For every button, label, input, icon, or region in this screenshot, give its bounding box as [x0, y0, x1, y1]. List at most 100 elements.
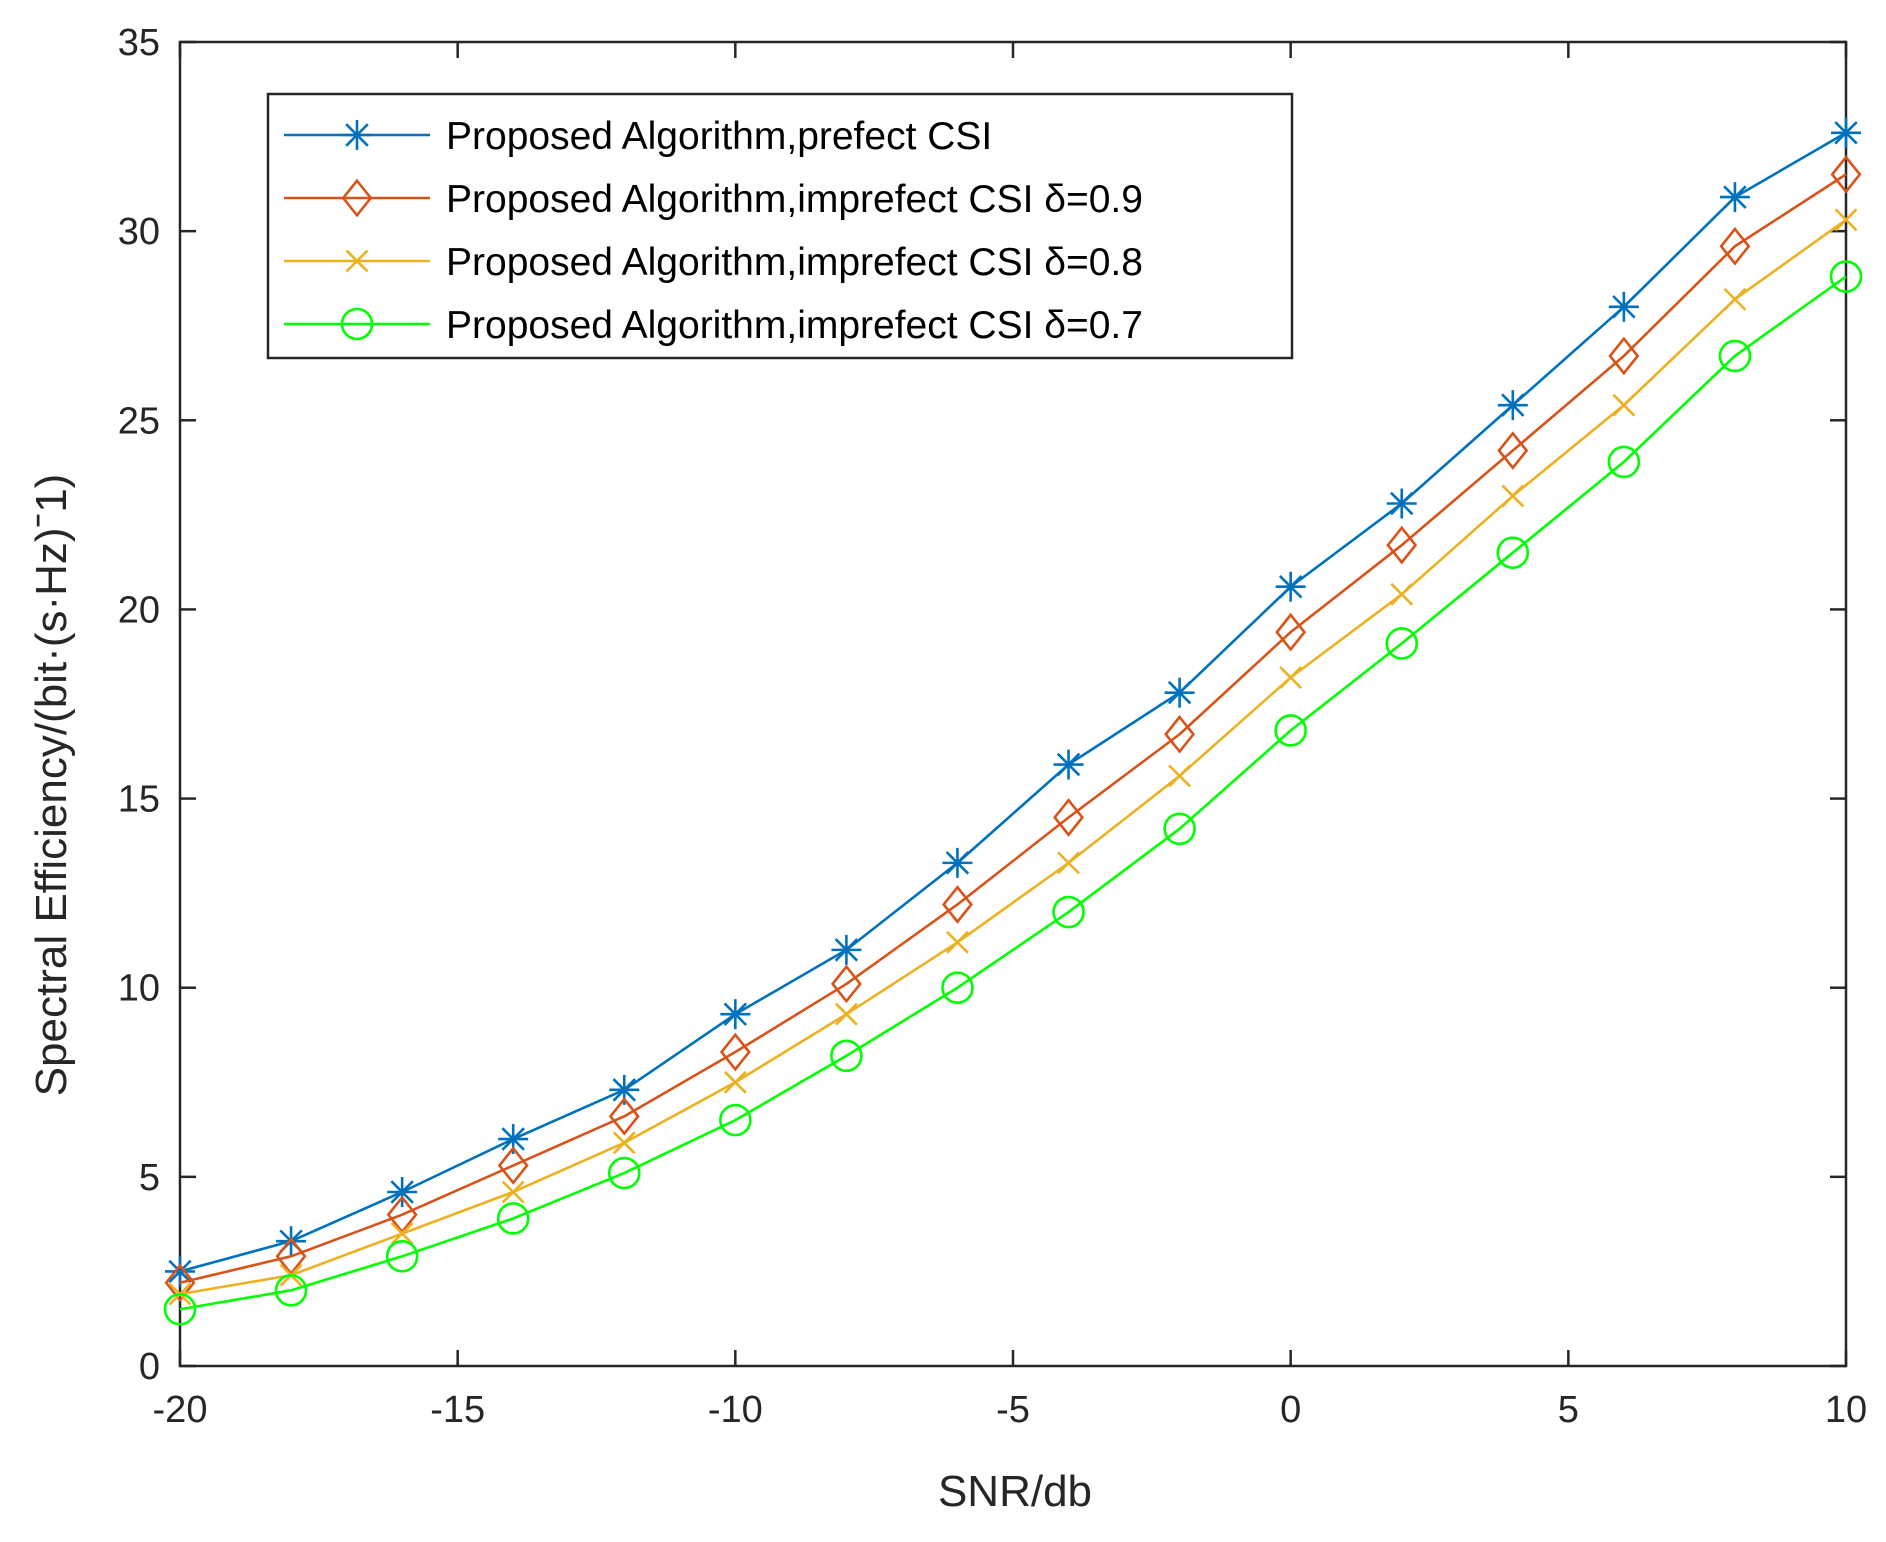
- legend-box: [266, 92, 1294, 360]
- data-point-circle: [607, 1156, 641, 1190]
- data-point-x: [1057, 851, 1080, 875]
- data-point-x: [834, 1002, 858, 1026]
- data-point-diamond: [1497, 431, 1529, 470]
- x-axis-ticks: -20 -15 -10 -5 0 5 10: [153, 42, 1867, 1431]
- data-point-circle: [1052, 895, 1085, 929]
- data-point-diamond: [830, 964, 862, 1004]
- y-tick-label: 5: [139, 1157, 160, 1199]
- data-point-asterisk: [831, 934, 862, 965]
- data-point-diamond: [1053, 798, 1084, 837]
- data-point-diamond: [1830, 155, 1862, 194]
- data-point-diamond: [1164, 714, 1196, 754]
- data-point-asterisk: [720, 999, 751, 1030]
- legend-entry-3: Proposed Algorithm,imprefect CSI δ=0.8: [284, 241, 1143, 284]
- data-point-circle: [1829, 260, 1863, 293]
- data-point-asterisk: [1831, 117, 1861, 148]
- x-tick-label: -5: [996, 1389, 1030, 1431]
- series-layer: [163, 117, 1863, 1326]
- data-point-diamond: [608, 1097, 640, 1136]
- y-axis-ticks: 0 5 10 15 20 25 30 35: [118, 22, 1846, 1388]
- series-line: [179, 131, 1847, 1273]
- y-tick-label: 20: [118, 589, 160, 631]
- data-point-circle: [1163, 812, 1196, 846]
- data-point-asterisk: [342, 120, 372, 150]
- data-point-circle: [1718, 339, 1752, 373]
- data-point-x: [1390, 582, 1414, 606]
- series-line: [179, 218, 1847, 1296]
- data-point-x: [1723, 287, 1747, 311]
- data-point-circle: [1274, 714, 1307, 747]
- legend-entry-4: Proposed Algorithm,imprefect CSI δ=0.7: [284, 304, 1143, 347]
- series-4: [163, 260, 1863, 1326]
- series-line: [179, 275, 1847, 1311]
- data-point-circle: [163, 1292, 197, 1326]
- data-point-diamond: [1386, 525, 1418, 565]
- data-point-diamond: [1275, 612, 1307, 652]
- data-point-diamond: [719, 1032, 751, 1072]
- data-point-x: [345, 249, 369, 273]
- x-tick-label: 10: [1825, 1389, 1867, 1431]
- y-tick-label: 10: [118, 968, 160, 1010]
- data-point-circle: [1496, 536, 1530, 569]
- legend-entry-2: Proposed Algorithm,imprefect CSI δ=0.9: [284, 178, 1143, 221]
- data-point-circle: [1607, 445, 1641, 479]
- x-tick-label: 0: [1280, 1389, 1301, 1431]
- data-point-x: [1612, 393, 1636, 417]
- data-point-x: [946, 930, 969, 954]
- data-point-circle: [719, 1103, 752, 1137]
- y-tick-label: 25: [118, 400, 160, 442]
- data-point-diamond: [1608, 336, 1640, 376]
- series-2: [164, 155, 1862, 1303]
- data-point-circle: [274, 1274, 308, 1307]
- data-point-circle: [1385, 627, 1419, 660]
- data-point-asterisk: [942, 847, 973, 878]
- y-tick-label: 0: [139, 1346, 160, 1388]
- x-axis-title: SNR/db: [938, 1467, 1092, 1516]
- y-tick-label: 30: [118, 211, 160, 253]
- data-point-diamond: [164, 1263, 196, 1303]
- data-point-x: [1834, 208, 1858, 232]
- data-point-circle: [385, 1239, 419, 1273]
- data-point-diamond: [1719, 226, 1751, 266]
- data-point-asterisk: [1608, 291, 1639, 322]
- data-point-circle: [941, 971, 974, 1005]
- data-point-x: [1279, 666, 1303, 689]
- data-point-x: [1501, 484, 1525, 508]
- data-point-diamond: [497, 1146, 529, 1185]
- data-point-circle: [496, 1202, 530, 1235]
- data-point-asterisk: [1164, 677, 1195, 708]
- data-point-diamond: [942, 885, 973, 924]
- data-point-asterisk: [387, 1176, 418, 1207]
- x-tick-label: -10: [708, 1389, 763, 1431]
- data-point-x: [390, 1222, 414, 1246]
- legend: Proposed Algorithm,prefect CSI Proposed A…: [266, 92, 1294, 360]
- data-point-x: [1168, 764, 1192, 788]
- data-point-asterisk: [1497, 390, 1528, 421]
- series-1: [165, 117, 1861, 1287]
- legend-label: Proposed Algorithm,imprefect CSI δ=0.7: [446, 304, 1143, 347]
- data-point-asterisk: [1386, 488, 1417, 519]
- data-point-asterisk: [1275, 571, 1306, 602]
- y-tick-label: 35: [118, 22, 160, 64]
- data-point-x: [723, 1070, 747, 1094]
- data-point-diamond: [341, 178, 373, 218]
- legend-label: Proposed Algorithm,imprefect CSI δ=0.9: [446, 178, 1143, 221]
- series-line: [179, 173, 1847, 1285]
- x-tick-label: -20: [153, 1389, 208, 1431]
- data-point-x: [501, 1180, 525, 1204]
- y-tick-label: 15: [118, 779, 160, 821]
- legend-label: Proposed Algorithm,imprefect CSI δ=0.8: [446, 241, 1143, 284]
- data-point-asterisk: [1719, 182, 1750, 213]
- legend-entry-1: Proposed Algorithm,prefect CSI: [284, 115, 992, 158]
- x-tick-label: 5: [1558, 1389, 1579, 1431]
- data-point-asterisk: [1053, 749, 1084, 780]
- data-point-asterisk: [165, 1256, 195, 1287]
- data-point-circle: [340, 307, 374, 341]
- data-point-circle: [830, 1039, 863, 1073]
- legend-label: Proposed Algorithm,prefect CSI: [446, 115, 992, 158]
- data-point-asterisk: [609, 1074, 640, 1105]
- y-axis-title: Spectral Efficiency/(bit·(s·Hz)ˉ1): [27, 474, 76, 1097]
- data-point-x: [612, 1131, 636, 1155]
- x-tick-label: -15: [430, 1389, 485, 1431]
